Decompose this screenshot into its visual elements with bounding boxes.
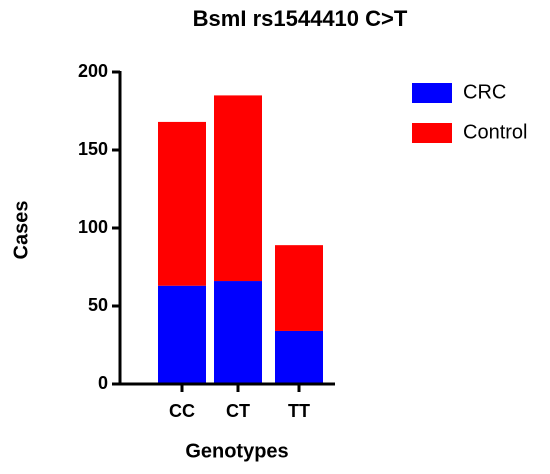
bar-segment bbox=[158, 285, 206, 384]
y-tick-label: 0 bbox=[98, 373, 108, 393]
legend-swatch bbox=[412, 123, 452, 143]
x-tick-label: CC bbox=[169, 401, 195, 421]
x-axis-label: Genotypes bbox=[185, 440, 288, 462]
bar-segment bbox=[275, 245, 323, 331]
x-tick-label: TT bbox=[288, 401, 310, 421]
y-tick-label: 200 bbox=[78, 61, 108, 81]
bar-segment bbox=[214, 95, 262, 282]
legend-label: CRC bbox=[463, 81, 506, 103]
legend-swatch bbox=[412, 83, 452, 103]
y-tick-label: 50 bbox=[88, 295, 108, 315]
y-tick-label: 150 bbox=[78, 139, 108, 159]
legend-label: Control bbox=[463, 121, 527, 143]
bar-segment bbox=[158, 121, 206, 286]
y-axis-label: Cases bbox=[10, 201, 32, 260]
chart-title: BsmI rs1544410 C>T bbox=[193, 6, 408, 31]
bar-segment bbox=[275, 330, 323, 384]
bar-segment bbox=[214, 281, 262, 384]
x-tick-label: CT bbox=[226, 401, 250, 421]
y-tick-label: 100 bbox=[78, 217, 108, 237]
